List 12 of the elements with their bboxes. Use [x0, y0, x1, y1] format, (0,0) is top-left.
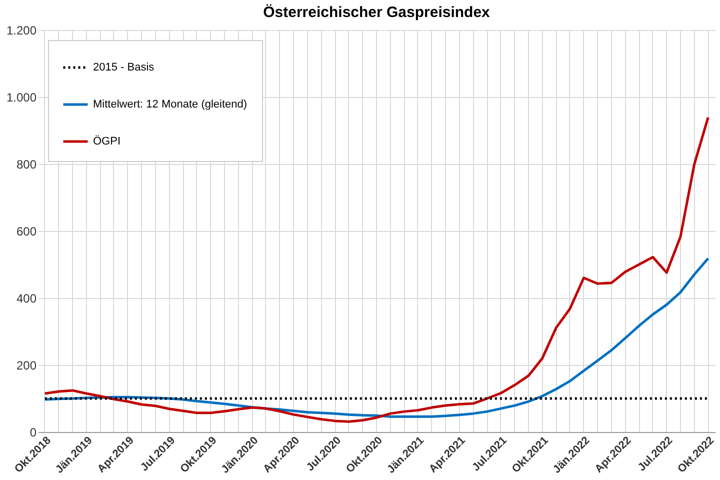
y-tick-label: 0	[30, 426, 37, 440]
y-tick-label: 1.000	[6, 90, 37, 104]
y-tick-label: 400	[16, 292, 37, 306]
legend-label: ÖGPI	[93, 134, 121, 148]
legend-label: Mittelwert: 12 Monate (gleitend)	[93, 98, 248, 110]
chart-title: Österreichischer Gaspreisindex	[263, 4, 491, 21]
legend-label: 2015 - Basis	[93, 62, 155, 74]
y-tick-label: 200	[16, 358, 37, 372]
y-tick-label: 1.200	[6, 24, 37, 38]
y-tick-label: 600	[16, 224, 37, 238]
y-tick-label: 800	[16, 158, 37, 172]
line-series	[44, 116, 710, 423]
